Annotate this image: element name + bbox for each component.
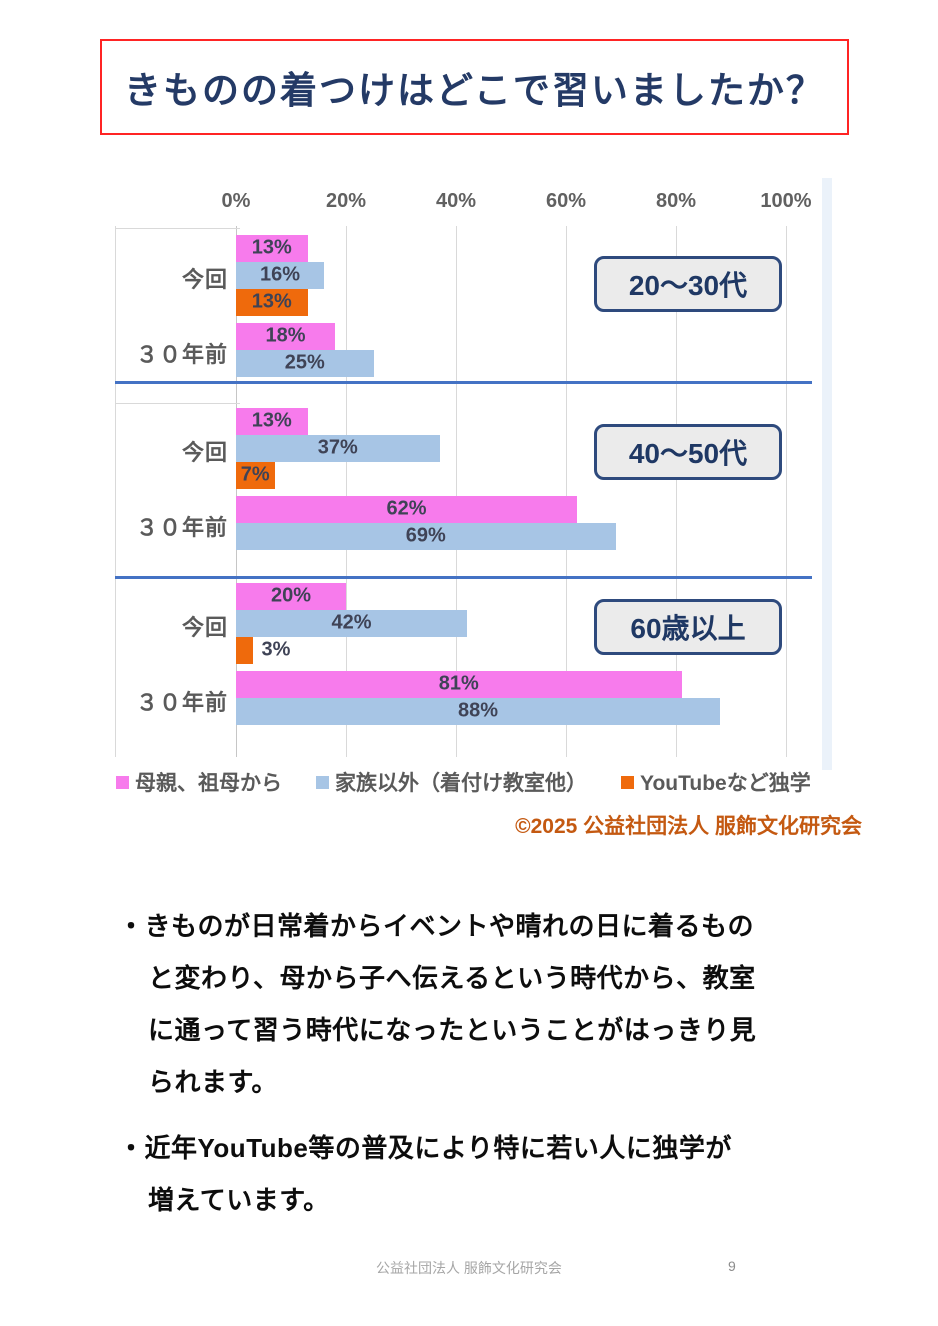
notes-section: ・きものが日常着からイベントや晴れの日に着るものと変わり、母から子へ伝えるという… bbox=[118, 900, 758, 1240]
bar-value-label: 25% bbox=[284, 351, 325, 374]
x-axis-tick-label: 100% bbox=[760, 190, 812, 212]
row-label-age-60plus-30-years-ago: ３０年前 bbox=[135, 690, 228, 715]
legend-label-mother-grandmother: 母親、祖母から bbox=[135, 772, 282, 795]
row-label-age-20-30-current: 今回 bbox=[181, 267, 228, 292]
bar-value-label: 62% bbox=[386, 497, 427, 520]
legend-item-mother-grandmother: 母親、祖母から bbox=[116, 767, 282, 797]
bar-value-label: 88% bbox=[457, 699, 499, 722]
bar-age-60plus-30-years-ago-outside-family: 88% bbox=[236, 698, 720, 725]
bullet-marker: ・ bbox=[118, 911, 145, 941]
note-bullet-2: ・近年YouTube等の普及により特に若い人に独学が増えています。 bbox=[118, 1122, 758, 1226]
category-boundary-line bbox=[115, 403, 240, 404]
bar-age-40-50-current-mother-grandmother: 13% bbox=[236, 408, 308, 435]
gridline-40 bbox=[456, 226, 457, 757]
footer-organization: 公益社団法人 服飾文化研究会 bbox=[376, 1260, 562, 1276]
row-label-age-60plus-current: 今回 bbox=[181, 615, 228, 640]
group-divider-line bbox=[115, 576, 812, 579]
bar-value-label: 20% bbox=[270, 584, 312, 607]
category-boundary-line bbox=[115, 228, 240, 229]
row-label-age-40-50-30-years-ago: ３０年前 bbox=[135, 515, 228, 540]
legend-item-outside-family: 家族以外（着付け教室他） bbox=[316, 767, 587, 797]
bar-value-label: 37% bbox=[317, 436, 358, 459]
bar-age-20-30-30-years-ago-outside-family: 25% bbox=[236, 350, 374, 377]
note-text: きものが日常着からイベントや晴れの日に着るものと変わり、母から子へ伝えるという時… bbox=[144, 911, 757, 1097]
chart-edge-strip bbox=[822, 178, 832, 770]
outside-family-swatch-icon bbox=[316, 775, 329, 789]
bar-age-40-50-30-years-ago-mother-grandmother: 62% bbox=[236, 496, 577, 523]
bar-value-label: 13% bbox=[251, 236, 292, 259]
bar-age-60plus-current-youtube-selftaught: 3% bbox=[236, 637, 290, 664]
age-badge-label: 60歳以上 bbox=[630, 613, 746, 644]
gridline-20 bbox=[346, 226, 347, 757]
kimono-survey-chart: 0% 20% 40% 60% 80% 100% 13% 16% 13% 今回 18% 25% ３０年前 2… bbox=[115, 178, 836, 797]
chart-legend: 母親、祖母から 家族以外（着付け教室他） YouTubeなど独学 bbox=[116, 767, 836, 797]
mother-grandmother-swatch-icon bbox=[116, 775, 129, 789]
copyright-notice: ©2025 公益社団法人 服飾文化研究会 bbox=[515, 815, 862, 838]
legend-item-youtube-selftaught: YouTubeなど独学 bbox=[621, 767, 811, 797]
x-axis-tick-label: 0% bbox=[221, 190, 251, 212]
age-badge-label: 20～30代 bbox=[628, 270, 748, 301]
x-axis-tick-label: 60% bbox=[545, 190, 587, 212]
bar-age-20-30-current-mother-grandmother: 13% bbox=[236, 235, 308, 262]
gridline-60 bbox=[566, 226, 567, 757]
bar-age-40-50-current-outside-family: 37% bbox=[236, 435, 440, 462]
bar-value-label: 3% bbox=[261, 638, 291, 661]
x-axis-tick-label: 40% bbox=[435, 190, 477, 212]
bar-age-40-50-current-youtube-selftaught: 7% bbox=[236, 462, 275, 489]
category-axis-line bbox=[115, 226, 116, 757]
bar-value-label: 69% bbox=[405, 524, 446, 547]
age-badge-age-60plus: 60歳以上 bbox=[594, 599, 782, 655]
bar-value-label: 16% bbox=[259, 263, 301, 286]
bar-age-20-30-current-outside-family: 16% bbox=[236, 262, 324, 289]
x-axis-tick-label: 20% bbox=[325, 190, 367, 212]
bar-age-60plus-current-mother-grandmother: 20% bbox=[236, 583, 346, 610]
bar-value-label: 13% bbox=[251, 290, 292, 313]
legend-label-outside-family: 家族以外（着付け教室他） bbox=[335, 772, 587, 795]
age-badge-age-20-30: 20～30代 bbox=[594, 256, 782, 312]
title-box: きものの着つけはどこで習いましたか？ bbox=[100, 39, 849, 135]
age-badge-age-40-50: 40～50代 bbox=[594, 424, 782, 480]
bar-age-40-50-30-years-ago-outside-family: 69% bbox=[236, 523, 616, 550]
row-label-age-20-30-30-years-ago: ３０年前 bbox=[135, 342, 228, 367]
x-axis-tick-label: 80% bbox=[655, 190, 697, 212]
gridline-0 bbox=[236, 226, 237, 757]
gridline-80 bbox=[676, 226, 677, 757]
bar-value-label: 13% bbox=[251, 409, 292, 432]
note-bullet-1: ・きものが日常着からイベントや晴れの日に着るものと変わり、母から子へ伝えるという… bbox=[118, 900, 758, 1108]
group-divider-line bbox=[115, 381, 812, 384]
note-text: 近年YouTube等の普及により特に若い人に独学が増えています。 bbox=[144, 1133, 732, 1215]
bar-value-label: 81% bbox=[438, 672, 479, 695]
bullet-marker: ・ bbox=[118, 1133, 145, 1163]
youtube-selftaught-swatch-icon bbox=[621, 775, 634, 789]
bar-age-60plus-current-outside-family: 42% bbox=[236, 610, 467, 637]
bar-age-20-30-30-years-ago-mother-grandmother: 18% bbox=[236, 323, 335, 350]
page-number: 9 bbox=[728, 1258, 736, 1274]
gridline-100 bbox=[786, 226, 787, 757]
bar-value-label: 42% bbox=[331, 611, 372, 634]
bar-age-20-30-current-youtube-selftaught: 13% bbox=[236, 289, 308, 316]
bar-value-label: 18% bbox=[265, 324, 306, 347]
page-title: きものの着つけはどこで習いましたか？ bbox=[124, 70, 825, 111]
age-badge-label: 40～50代 bbox=[628, 438, 748, 469]
legend-label-youtube-selftaught: YouTubeなど独学 bbox=[640, 772, 811, 795]
bar-value-label: 7% bbox=[240, 463, 270, 486]
bar-age-60plus-30-years-ago-mother-grandmother: 81% bbox=[236, 671, 682, 698]
row-label-age-40-50-current: 今回 bbox=[181, 440, 228, 465]
